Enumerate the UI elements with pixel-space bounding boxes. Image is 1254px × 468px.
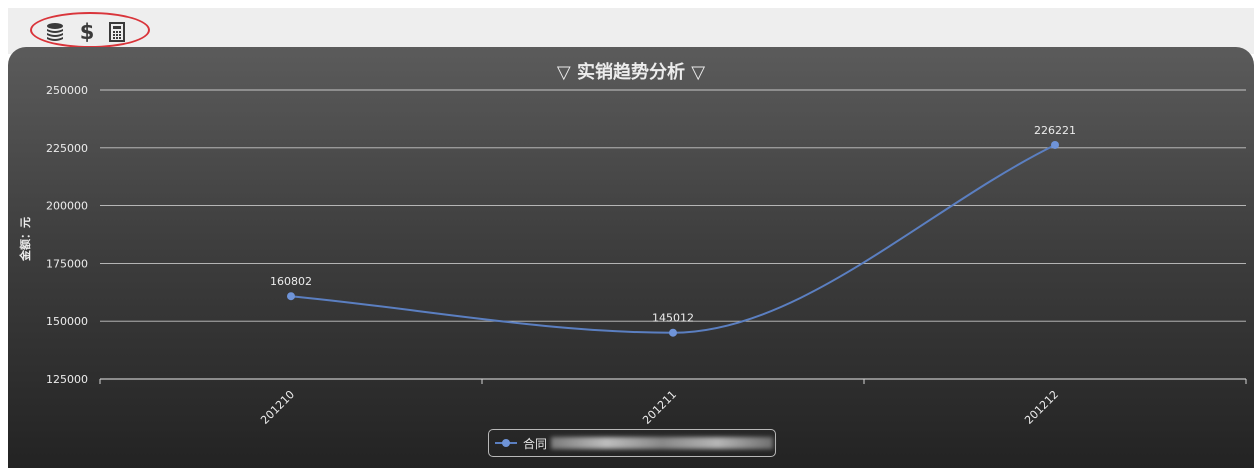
x-tick-label: 201212 (1022, 388, 1061, 427)
data-point (287, 292, 295, 301)
chart-toolbar: $ (30, 12, 150, 48)
y-tick-label: 125000 (46, 373, 88, 386)
y-tick-label: 175000 (46, 257, 88, 270)
y-axis-label: 金额：元 (18, 217, 32, 262)
y-tick-label: 200000 (46, 200, 88, 213)
legend-marker (495, 438, 517, 448)
x-tick-label: 201210 (258, 388, 297, 427)
data-label: 226221 (1034, 124, 1076, 137)
chart-panel: ▽ 实销趋势分析 ▽ 125000 150000 175000 200000 225000… (8, 47, 1254, 468)
legend-label: 合同 (523, 436, 548, 451)
chart-legend[interactable]: 合同 (488, 429, 776, 457)
dollar-icon[interactable]: $ (79, 20, 95, 44)
toolbar-strip (8, 8, 1254, 54)
legend-redacted-text (551, 437, 774, 449)
calculator-icon[interactable] (106, 21, 128, 43)
y-tick-label: 250000 (46, 84, 88, 97)
data-label: 160802 (270, 275, 312, 288)
data-point (669, 328, 677, 337)
x-tick-label: 201211 (640, 388, 679, 427)
data-point (1051, 140, 1059, 149)
y-tick-label: 225000 (46, 142, 88, 155)
legend-dot (502, 439, 510, 447)
y-tick-label: 150000 (46, 315, 88, 328)
series-line (290, 144, 1056, 334)
database-icon[interactable] (44, 21, 66, 43)
line-chart: ▽ 实销趋势分析 ▽ 125000 150000 175000 200000 225000… (18, 61, 1247, 427)
data-label: 145012 (652, 312, 694, 325)
chart-title: ▽ 实销趋势分析 ▽ (557, 61, 705, 83)
